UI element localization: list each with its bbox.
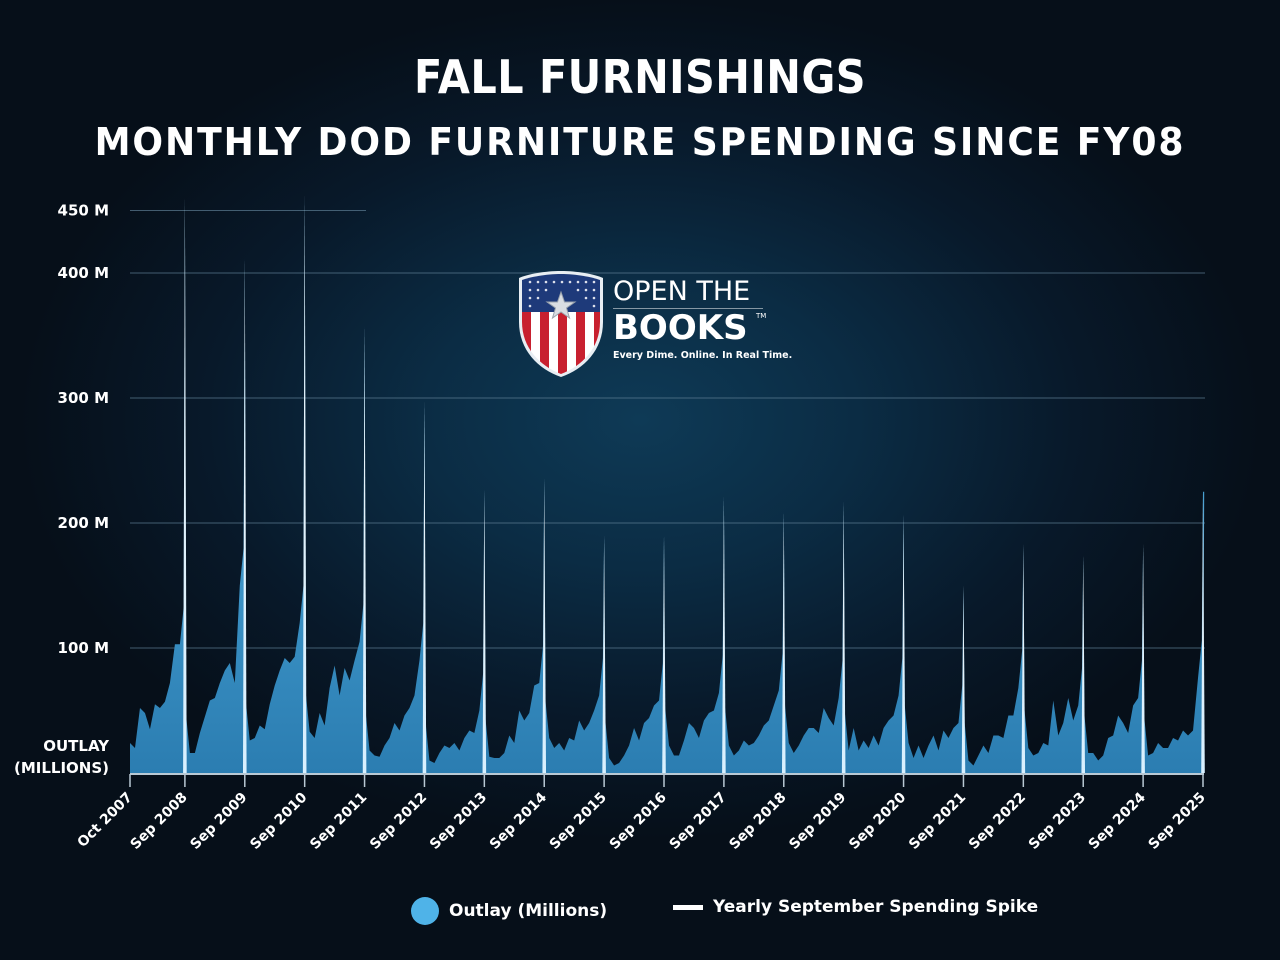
y-axis-ticks: 450 M 400 M 300 M 200 M 100 M bbox=[58, 202, 109, 658]
line-icon bbox=[673, 904, 703, 910]
september-spike bbox=[602, 535, 606, 773]
legend-label-spike: Yearly September Spending Spike bbox=[713, 897, 1039, 917]
logo-text-open-the: OPEN THE bbox=[613, 276, 751, 307]
x-tick-label: Sep 2016 bbox=[607, 790, 670, 853]
september-spike bbox=[1081, 555, 1086, 773]
x-tick-label: Sep 2013 bbox=[427, 790, 490, 853]
september-spike bbox=[1021, 544, 1026, 773]
legend-item-outlay: Outlay (Millions) bbox=[411, 897, 607, 925]
legend-item-spike: Yearly September Spending Spike bbox=[673, 897, 1038, 917]
x-tick-label: Sep 2012 bbox=[367, 790, 430, 853]
logo-trademark: TM bbox=[756, 312, 767, 320]
x-tick-label: Sep 2010 bbox=[247, 789, 310, 852]
september-spike bbox=[302, 195, 307, 773]
september-spike bbox=[722, 496, 726, 773]
september-spike bbox=[841, 501, 846, 773]
september-spike bbox=[482, 489, 487, 773]
circle-icon bbox=[411, 897, 439, 925]
legend: Outlay (Millions) Yearly September Spend… bbox=[0, 897, 1280, 927]
y-tick-label: 300 M bbox=[58, 389, 109, 407]
x-tick-label: Sep 2014 bbox=[487, 789, 550, 852]
y-axis-title-line2: (MILLIONS) bbox=[14, 759, 109, 777]
september-spike bbox=[662, 535, 666, 773]
chart-subtitle: MONTHLY DOD FURNITURE SPENDING SINCE FY0… bbox=[94, 120, 1186, 164]
x-tick-label: Sep 2020 bbox=[846, 789, 909, 852]
september-spike bbox=[242, 258, 247, 773]
x-tick-label: Sep 2021 bbox=[906, 790, 969, 853]
gridlines bbox=[130, 210, 1205, 649]
x-tick-label: Sep 2023 bbox=[1026, 790, 1089, 853]
y-tick-label: 100 M bbox=[58, 639, 109, 657]
open-the-books-logo: OPEN THE BOOKS TM Every Dime. Online. In… bbox=[518, 270, 792, 380]
september-spikes bbox=[183, 195, 1205, 773]
x-tick-label: Sep 2011 bbox=[307, 790, 370, 853]
chart-title: FALL FURNISHINGS bbox=[413, 50, 867, 104]
y-axis-title-line1: OUTLAY bbox=[43, 737, 110, 755]
logo-tagline: Every Dime. Online. In Real Time. bbox=[613, 350, 793, 361]
logo-text-books: BOOKS bbox=[613, 308, 748, 348]
september-spike bbox=[1141, 544, 1145, 773]
september-spike bbox=[1201, 491, 1205, 773]
x-tick-label: Sep 2019 bbox=[786, 790, 849, 853]
x-tick-label: Sep 2008 bbox=[127, 790, 190, 853]
x-tick-label: Sep 2017 bbox=[666, 790, 729, 853]
logo-divider bbox=[613, 308, 763, 309]
september-spike bbox=[422, 401, 427, 773]
x-tick-label: Sep 2009 bbox=[187, 790, 250, 853]
september-spike bbox=[901, 514, 906, 773]
legend-label-outlay: Outlay (Millions) bbox=[449, 901, 608, 921]
y-tick-label: 450 M bbox=[58, 202, 109, 220]
september-spike bbox=[961, 585, 966, 773]
x-tick-label: Sep 2025 bbox=[1146, 790, 1209, 853]
september-spike bbox=[183, 198, 187, 773]
x-tick-label: Sep 2022 bbox=[966, 790, 1029, 853]
flag-shield-icon bbox=[519, 271, 603, 377]
outlay-area-series bbox=[130, 195, 1205, 773]
x-tick-label: Sep 2015 bbox=[547, 790, 610, 853]
y-tick-label: 200 M bbox=[58, 514, 109, 532]
x-tick-label: Sep 2018 bbox=[726, 790, 789, 853]
september-spike bbox=[362, 325, 367, 773]
september-spike bbox=[542, 478, 547, 773]
y-tick-label: 400 M bbox=[58, 264, 109, 282]
x-tick-label: Sep 2024 bbox=[1086, 789, 1149, 852]
september-spike bbox=[781, 511, 786, 773]
